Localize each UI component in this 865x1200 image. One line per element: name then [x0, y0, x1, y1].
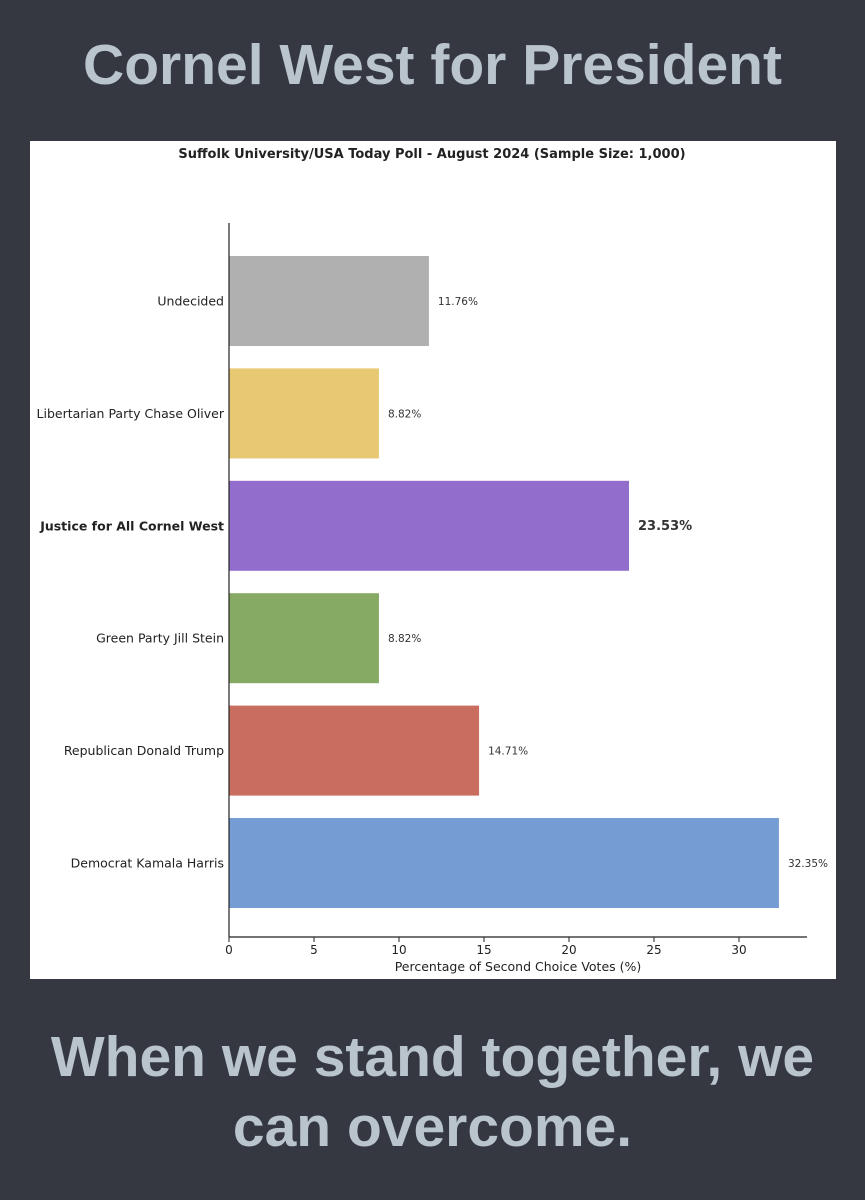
tagline: When we stand together, we can overcome.	[50, 1025, 815, 1159]
x-tick-label: 30	[731, 943, 746, 957]
value-label: 23.53%	[638, 519, 692, 534]
bar	[229, 368, 379, 459]
value-label: 14.71%	[488, 746, 528, 758]
bar	[229, 480, 630, 571]
category-label: Republican Donald Trump	[64, 743, 224, 758]
chart-title: Suffolk University/USA Today Poll - Augu…	[178, 147, 685, 162]
x-tick-label: 5	[310, 943, 318, 957]
value-label: 32.35%	[788, 858, 828, 870]
category-label: Green Party Jill Stein	[96, 631, 224, 646]
x-tick-label: 20	[561, 943, 576, 957]
chart-panel: Suffolk University/USA Today Poll - Augu…	[30, 141, 836, 979]
x-axis-label: Percentage of Second Choice Votes (%)	[395, 959, 642, 974]
headline: Cornel West for President	[83, 33, 782, 97]
bar	[229, 256, 429, 346]
category-label: Democrat Kamala Harris	[71, 856, 224, 871]
bar	[229, 705, 480, 796]
value-label: 8.82%	[388, 408, 421, 420]
bar	[229, 593, 379, 684]
x-tick-label: 25	[646, 943, 661, 957]
category-label: Undecided	[157, 294, 224, 309]
x-tick-label: 15	[476, 943, 491, 957]
value-label: 8.82%	[388, 633, 421, 645]
x-tick-label: 0	[225, 943, 233, 957]
category-label: Justice for All Cornel West	[39, 518, 224, 533]
bar-chart: Suffolk University/USA Today Poll - Augu…	[37, 147, 828, 974]
x-tick-label: 10	[391, 943, 406, 957]
bar	[229, 818, 779, 908]
category-label: Libertarian Party Chase Oliver	[37, 406, 225, 421]
value-label: 11.76%	[438, 296, 478, 308]
